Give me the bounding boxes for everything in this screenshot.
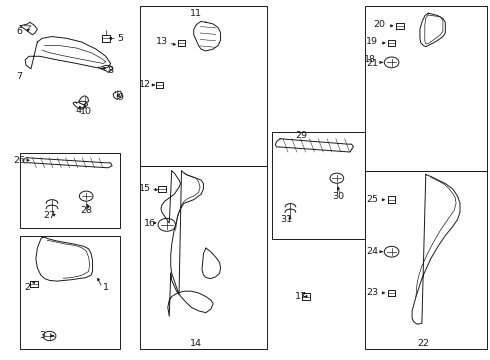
Text: 24: 24 xyxy=(366,247,378,256)
Text: 5: 5 xyxy=(118,34,123,43)
Text: 28: 28 xyxy=(80,206,92,215)
Text: 11: 11 xyxy=(190,9,202,18)
Text: 13: 13 xyxy=(156,37,168,46)
Text: 18: 18 xyxy=(364,55,376,64)
Text: 21: 21 xyxy=(366,59,378,68)
Text: 16: 16 xyxy=(144,219,156,228)
Text: 9: 9 xyxy=(118,93,123,102)
Text: 29: 29 xyxy=(295,131,307,140)
Text: 20: 20 xyxy=(373,19,385,28)
Text: 17: 17 xyxy=(295,292,307,301)
Text: 23: 23 xyxy=(366,288,378,297)
Text: 25: 25 xyxy=(366,195,378,204)
Text: 3: 3 xyxy=(39,332,45,341)
Text: 31: 31 xyxy=(280,215,293,224)
Text: 8: 8 xyxy=(108,66,114,75)
Text: 27: 27 xyxy=(44,211,55,220)
Text: 6: 6 xyxy=(16,27,22,36)
Text: 30: 30 xyxy=(332,192,344,201)
Text: 4: 4 xyxy=(76,105,82,114)
Text: 15: 15 xyxy=(139,184,151,193)
Text: 22: 22 xyxy=(417,339,429,348)
Text: 14: 14 xyxy=(190,339,202,348)
Text: 2: 2 xyxy=(24,283,30,292)
Text: 10: 10 xyxy=(80,107,92,116)
Text: 1: 1 xyxy=(103,283,109,292)
Text: 26: 26 xyxy=(13,156,25,165)
Text: 7: 7 xyxy=(16,72,22,81)
Text: 12: 12 xyxy=(139,81,151,90)
Text: 19: 19 xyxy=(366,37,378,46)
